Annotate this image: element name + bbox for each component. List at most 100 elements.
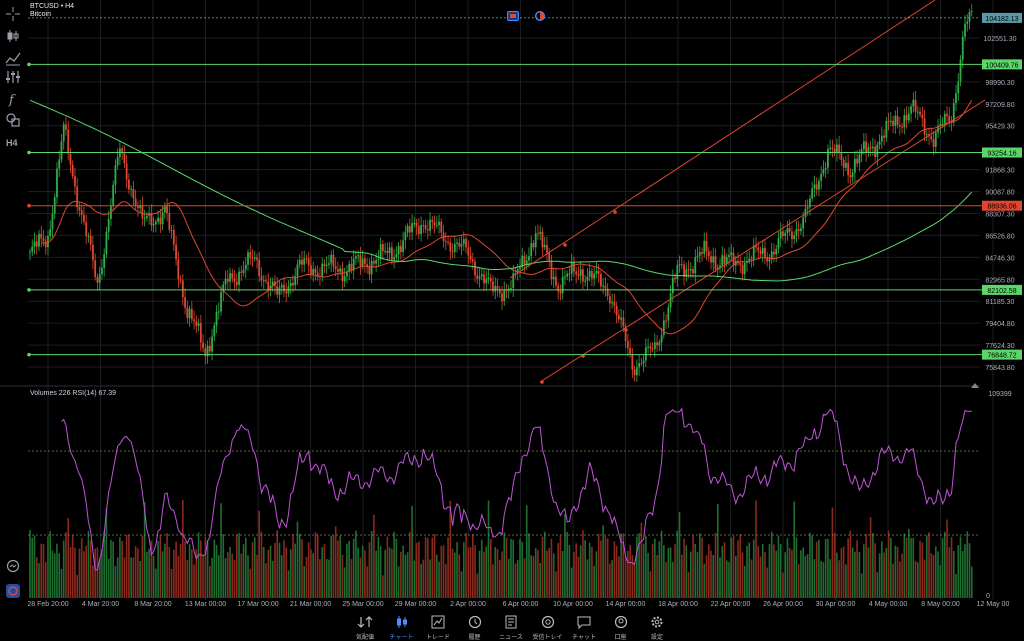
- candle-body: [528, 256, 530, 261]
- volume-bar: [910, 538, 912, 598]
- volume-bar: [786, 538, 789, 598]
- candle: [579, 260, 582, 284]
- candle-body: [620, 317, 623, 320]
- candle: [458, 236, 461, 250]
- candle: [359, 246, 362, 275]
- candle-body: [494, 286, 497, 292]
- candle-body: [78, 207, 81, 211]
- candle-body: [800, 228, 802, 232]
- volume-bar: [698, 533, 701, 598]
- volume-bar: [310, 549, 312, 598]
- volume-bar: [874, 543, 876, 598]
- price-tick-label: 81185.30: [986, 299, 1015, 306]
- zoom-icon[interactable]: [4, 557, 22, 575]
- candle-body: [422, 225, 425, 227]
- nav-label: 受信トレイ: [532, 635, 563, 641]
- candle: [233, 270, 236, 291]
- candle-body: [152, 224, 155, 226]
- candle-body: [505, 290, 508, 292]
- chart-icon: [396, 616, 407, 628]
- candle-body: [869, 147, 872, 149]
- nav-item-chart[interactable]: チャート: [384, 610, 420, 641]
- candle: [674, 273, 676, 284]
- nav-item-news[interactable]: ニュース: [493, 610, 529, 641]
- nav-item-account[interactable]: 口座: [603, 610, 639, 641]
- nav-item-history[interactable]: 履歴: [457, 610, 493, 641]
- volume-bar: [638, 533, 640, 598]
- candle-body: [730, 252, 733, 256]
- candle-body: [370, 261, 373, 275]
- candle-body: [145, 215, 148, 218]
- volume-bar: [793, 501, 795, 598]
- active-indicator-icon[interactable]: [4, 582, 22, 600]
- candle: [514, 267, 517, 279]
- volume-bar: [811, 535, 813, 598]
- candle-body: [833, 148, 836, 154]
- candle-body: [337, 269, 339, 272]
- candle: [894, 110, 897, 134]
- volume-bar: [71, 535, 74, 598]
- volume-bar: [278, 542, 281, 598]
- volume-bar: [633, 562, 636, 598]
- function-icon[interactable]: f: [4, 90, 22, 108]
- volume-bar: [943, 531, 946, 598]
- volume-bar: [413, 560, 416, 598]
- crosshair-icon[interactable]: [4, 5, 22, 23]
- nav-item-trade[interactable]: トレード: [420, 610, 456, 641]
- svg-text:f: f: [8, 93, 16, 108]
- nav-item-quotes[interactable]: 気配値: [347, 610, 383, 641]
- candle: [449, 237, 452, 260]
- volume-bar: [480, 539, 483, 598]
- candle: [38, 229, 40, 251]
- candle: [631, 348, 634, 379]
- volume-bar: [60, 568, 63, 598]
- volume-bar: [672, 561, 674, 598]
- candle-body: [842, 160, 845, 168]
- candle-body: [256, 257, 258, 260]
- volume-bar: [728, 562, 730, 598]
- candle-body: [964, 23, 966, 37]
- candle-body: [384, 250, 387, 252]
- sliders-icon[interactable]: [4, 68, 22, 86]
- candles-icon[interactable]: [4, 27, 22, 45]
- candle-body: [159, 217, 162, 225]
- candle: [620, 308, 623, 329]
- price-level-handle: [27, 288, 31, 292]
- nav-item-settings[interactable]: 設定: [639, 610, 675, 641]
- nav-item-chat[interactable]: チャット: [566, 610, 602, 641]
- shapes-icon[interactable]: [4, 111, 22, 129]
- volume-bar: [465, 532, 467, 598]
- candle-body: [103, 253, 106, 268]
- nav-item-mailbox[interactable]: 受信トレイ: [530, 610, 566, 641]
- candle-body: [874, 146, 877, 157]
- volume-bar: [804, 555, 807, 598]
- volume-bar: [883, 552, 885, 598]
- candle-body: [388, 247, 391, 254]
- volume-bar: [701, 537, 703, 598]
- volume-bar: [651, 544, 654, 598]
- candle-body: [712, 256, 715, 263]
- timeframe-icon[interactable]: H4: [4, 133, 22, 151]
- candle-body: [898, 124, 901, 127]
- volume-bar: [164, 543, 166, 598]
- candle-body: [514, 273, 517, 275]
- candle-body: [797, 229, 800, 232]
- indicators-icon[interactable]: [4, 49, 22, 67]
- candle: [399, 239, 402, 260]
- volume-bar: [829, 559, 831, 598]
- candle-body: [453, 243, 456, 252]
- trade-icon: [431, 615, 445, 629]
- candle: [431, 216, 434, 230]
- volume-bar: [101, 549, 103, 598]
- candle-body: [440, 221, 443, 233]
- volume-bar: [433, 534, 436, 598]
- trade-panel-icon[interactable]: [507, 8, 519, 21]
- one-click-icon[interactable]: [534, 8, 546, 22]
- price-tick-label: 82965.80: [985, 277, 1014, 284]
- volume-bar: [262, 547, 265, 598]
- candle-body: [197, 323, 200, 326]
- volume-bar: [530, 555, 533, 598]
- volume-bar: [573, 552, 575, 598]
- price-chart[interactable]: 100409.76 93254.16 88936.06 82102.58 76848.7…: [0, 0, 1024, 610]
- candle: [136, 200, 139, 217]
